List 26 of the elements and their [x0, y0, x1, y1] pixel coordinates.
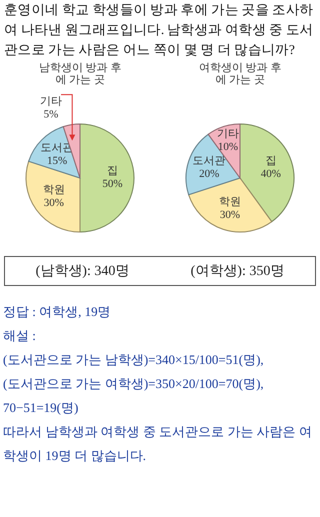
slice-label: 집: [106, 165, 118, 177]
slice-label: 도서관: [192, 154, 226, 167]
text: (도서관으로 가는 남학생)=340×15/100=51(명),: [3, 351, 265, 369]
chart-title: 여학생이 방과 후에 가는 곳: [198, 62, 282, 86]
chart-title: 남학생이 방과 후에 가는 곳: [38, 62, 122, 86]
data-label: 10%: [218, 141, 238, 154]
slice-label: 기타: [216, 128, 239, 140]
data-label: 30%: [220, 208, 240, 221]
data-label: 40%: [260, 168, 281, 180]
slice-label: 학원: [42, 184, 65, 196]
slice-label: 학원: [218, 196, 241, 208]
text: 70−51=19(명): [3, 399, 80, 417]
data-label: 5%: [44, 108, 58, 121]
data-label: 50%: [102, 178, 122, 190]
text: (여학생): 350명: [190, 263, 284, 280]
text: 따라서 남학생과 여학생 중 도서관으로 가는 사람은 여학생이 19명 더 많습니다.: [3, 423, 313, 465]
slice-label: 집: [265, 154, 276, 167]
data-label: 15%: [47, 155, 68, 168]
text: (남학생): 340명: [36, 263, 130, 280]
text: (도서관으로 가는 여학생)=350×20/100=70(명),: [3, 375, 265, 393]
data-label: 20%: [199, 168, 220, 180]
data-label: 30%: [44, 197, 64, 210]
text: 정답 : 여학생, 19명: [3, 303, 112, 321]
slice-label: 기타: [40, 96, 62, 108]
text: 훈영이네 학교 학생들이 방과 후에 가는 곳을 조사하여 나타낸 원그래프입니다. 남학생과 여학생 중 도서관으로 가는 사람은 어느 쪽이 몇 명 더 많습니까?: [3, 1, 314, 59]
text: 해설 :: [3, 327, 37, 345]
